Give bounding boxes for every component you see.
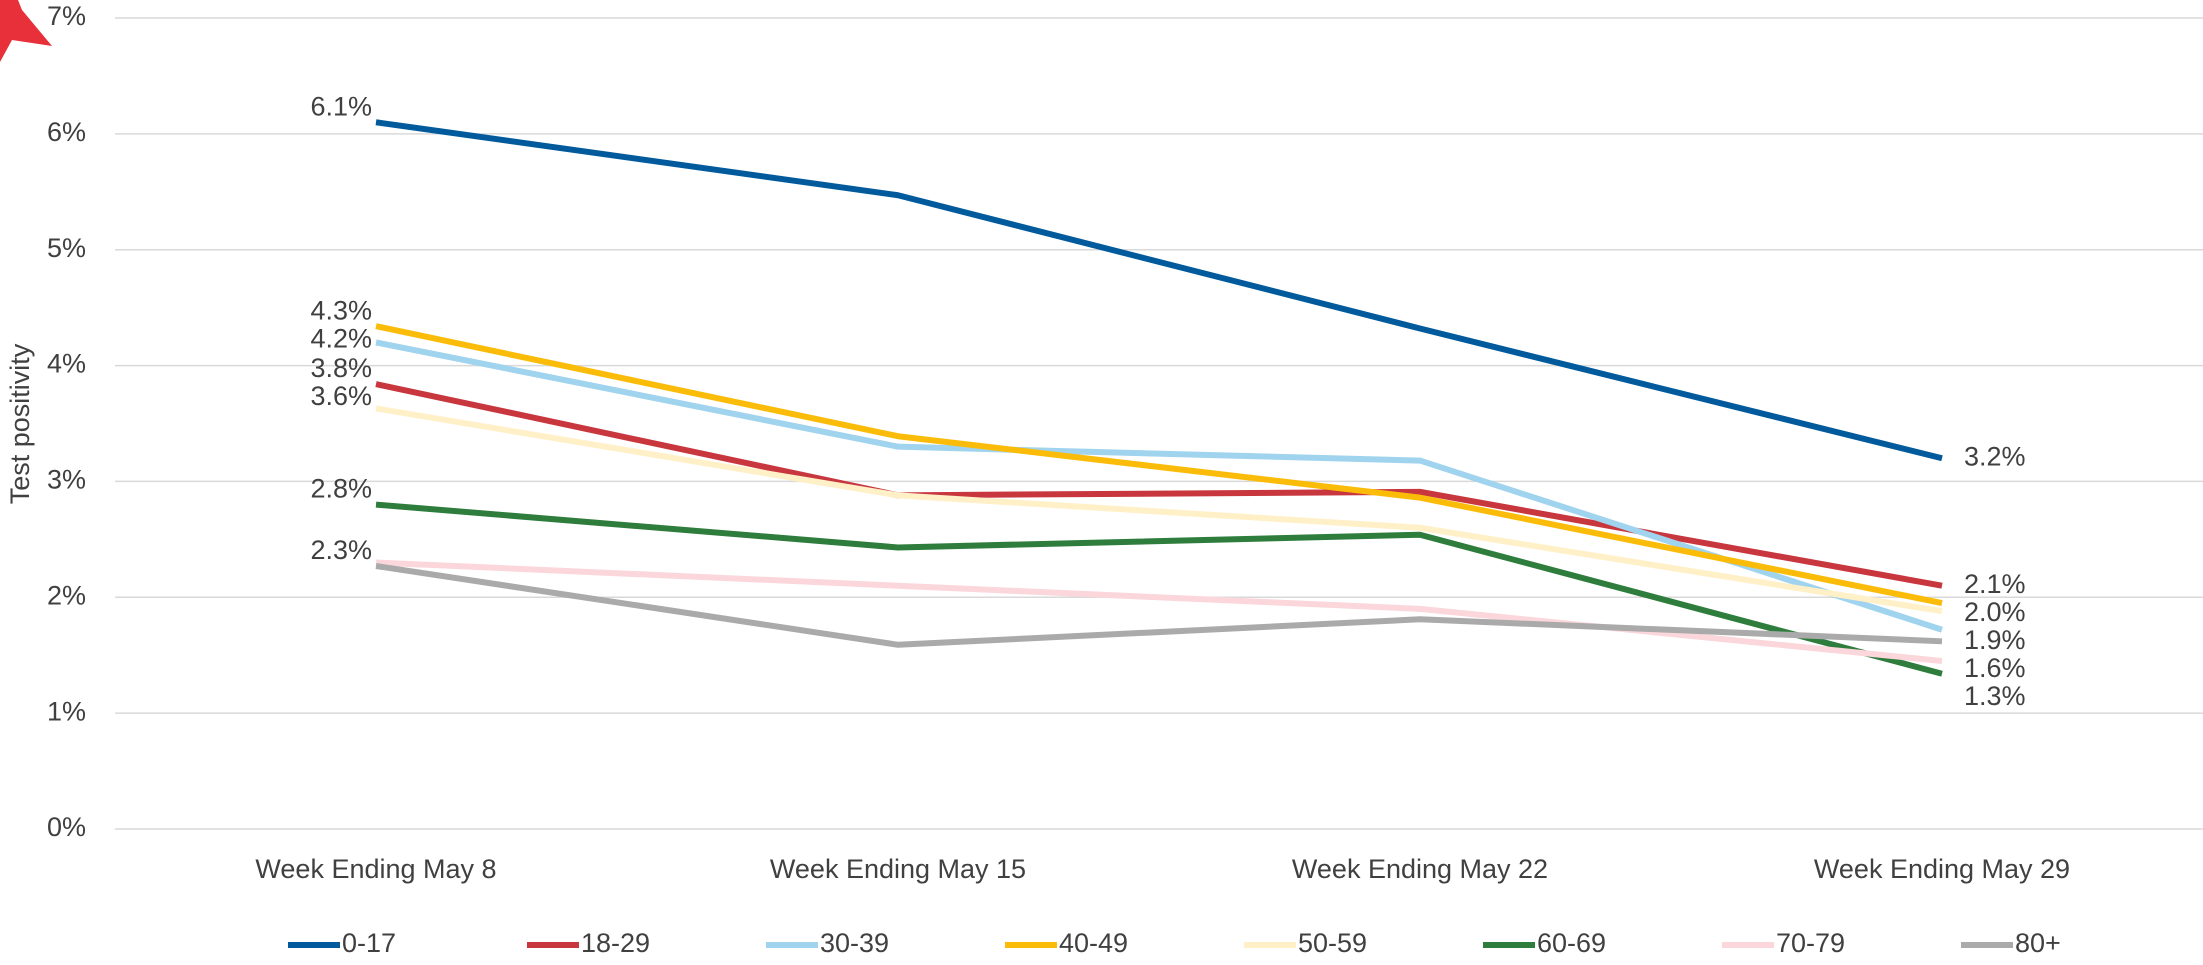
y-tick-label: 7%	[47, 1, 86, 31]
data-label: 4.2%	[310, 323, 372, 353]
x-tick-label: Week Ending May 22	[1292, 854, 1548, 884]
legend-label: 80+	[2015, 928, 2061, 958]
legend-label: 50-59	[1298, 928, 1367, 958]
x-tick-label: Week Ending May 29	[1814, 854, 2070, 884]
y-tick-label: 2%	[47, 580, 86, 610]
data-label: 2.1%	[1964, 569, 2026, 599]
data-label: 3.6%	[310, 381, 372, 411]
data-label: 1.9%	[1964, 625, 2026, 655]
data-label: 2.3%	[310, 535, 372, 565]
data-label: 6.1%	[310, 91, 372, 121]
series-line	[375, 563, 1943, 648]
data-label: 1.3%	[1964, 681, 2026, 711]
series-line	[375, 323, 1943, 607]
series-line	[375, 119, 1943, 462]
x-tick-label: Week Ending May 8	[255, 854, 496, 884]
legend-label: 40-49	[1059, 928, 1128, 958]
series-line	[375, 405, 1943, 615]
data-label: 2.8%	[310, 474, 372, 504]
data-label: 1.6%	[1964, 653, 2026, 683]
legend-label: 70-79	[1776, 928, 1845, 958]
legend-label: 30-39	[820, 928, 889, 958]
legend-label: 0-17	[342, 928, 396, 958]
y-tick-label: 5%	[47, 233, 86, 263]
series-line	[375, 381, 1943, 589]
legend-label: 60-69	[1537, 928, 1606, 958]
data-label: 2.0%	[1964, 597, 2026, 627]
data-label: 3.2%	[1964, 441, 2026, 471]
y-tick-label: 0%	[47, 812, 86, 842]
series-line	[375, 339, 1943, 633]
data-label: 4.3%	[310, 295, 372, 325]
y-tick-label: 6%	[47, 117, 86, 147]
series-line	[375, 559, 1943, 664]
y-tick-label: 1%	[47, 696, 86, 726]
y-axis-label: Test positivity	[5, 343, 35, 504]
series-line	[375, 501, 1943, 677]
data-label: 3.8%	[310, 353, 372, 383]
badge-star	[0, 0, 52, 62]
y-tick-label: 3%	[47, 465, 86, 495]
legend-label: 18-29	[581, 928, 650, 958]
x-tick-label: Week Ending May 15	[770, 854, 1026, 884]
y-tick-label: 4%	[47, 349, 86, 379]
